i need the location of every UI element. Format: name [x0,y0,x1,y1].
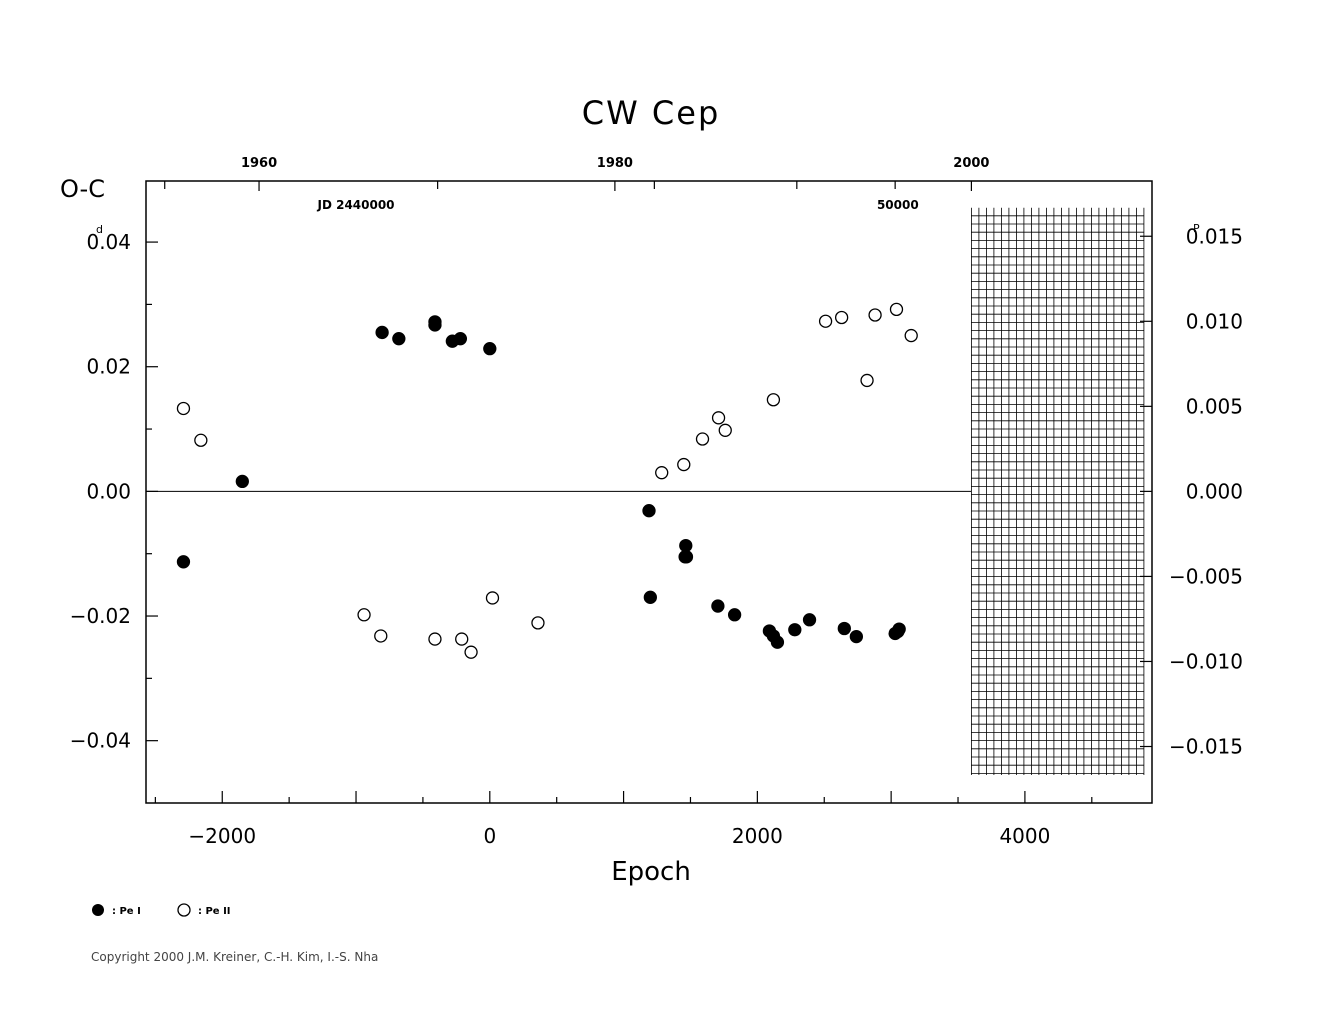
point-pe2 [464,645,478,659]
point-pe1 [788,623,802,637]
y-tick-label: 0.04 [86,230,131,254]
right-tick-label: 0.000 [1186,479,1243,503]
point-pe1 [849,629,864,644]
point-pe1 [679,538,693,553]
point-pe2 [868,308,882,322]
y-tick-label: −0.02 [70,604,131,628]
copyright-text: Copyright 2000 J.M. Kreiner, C.-H. Kim, … [91,950,378,964]
point-pe2 [711,411,726,425]
legend-marker-pe2 [177,903,191,917]
data-points [176,302,918,659]
point-pe2 [889,302,904,317]
legend-label-pe1: : Pe I [112,906,141,917]
y-tick-label: 0.00 [86,479,131,503]
point-pe1 [727,608,742,622]
legend-label-pe2: : Pe II [198,906,231,917]
x-tick-labels: −2000 0 2000 4000 [188,824,1050,848]
point-pe2 [374,629,388,643]
legend: : Pe I : Pe II [92,903,231,917]
x-tick-label: 0 [483,824,496,848]
point-pe1 [802,613,817,627]
point-pe2 [357,608,371,622]
x-tick-label: −2000 [188,824,256,848]
point-pe2 [455,632,469,646]
point-pe1 [392,332,406,346]
point-pe1 [679,550,694,564]
jd-label: JD 2440000 [316,198,394,212]
x-axis-label: Epoch [611,857,691,887]
jd50000-label: 50000 [877,198,919,212]
point-pe2 [655,466,669,480]
y-tick-label: −0.04 [70,729,131,753]
x-tick-label: 2000 [732,824,783,848]
point-pe1 [428,318,442,332]
point-pe2 [766,393,781,407]
point-pe1 [892,622,906,636]
point-pe2 [860,373,874,388]
point-pe2 [695,432,710,446]
point-pe1 [176,555,191,569]
right-tick-label: 0.015 [1186,224,1243,248]
top-year-label: 1980 [597,156,633,171]
right-tick-label: −0.015 [1169,735,1243,759]
point-pe2 [176,401,191,416]
y-axis-label: O-C [60,175,105,203]
right-tick-label: 0.010 [1186,309,1243,333]
top-axis-labels: 1960 1980 2000 JD 2440000 50000 [241,156,990,212]
right-tick-label: 0.005 [1186,394,1243,418]
point-pe2 [194,433,208,447]
legend-marker-pe1 [92,904,104,916]
point-pe1 [642,504,656,518]
point-pe2 [677,457,691,472]
point-pe1 [770,635,785,649]
point-pe2 [904,328,918,343]
x-tick-label: 4000 [999,824,1050,848]
point-pe1 [375,325,389,340]
right-tick-label: −0.010 [1169,649,1243,673]
point-pe2 [818,314,833,328]
plot-frame [145,180,1153,804]
point-pe1 [643,590,657,604]
point-pe1 [711,599,725,613]
right-tick-labels: 0.015 0.010 0.005 0.000 −0.005 −0.010 −0.015 [1169,224,1243,758]
point-pe2 [834,310,849,325]
chart-title: CW Cep [582,94,721,132]
point-pe2 [718,423,732,437]
y-axis-unit: d [96,223,103,236]
point-pe2 [531,616,545,630]
hatched-grid-region [971,207,1145,775]
point-pe1 [483,342,497,356]
y-tick-labels: 0.04 0.02 0.00 −0.02 −0.04 [70,230,131,753]
right-tick-label: −0.005 [1169,564,1243,588]
point-pe2 [485,591,500,605]
point-pe1 [453,332,468,346]
axis-ticks [146,181,1152,803]
y-tick-label: 0.02 [86,355,131,379]
point-pe2 [428,632,442,646]
point-pe1 [235,474,249,489]
top-year-label: 2000 [953,156,989,171]
right-axis-unit: P [1193,222,1200,235]
point-pe1 [837,621,851,636]
top-year-label: 1960 [241,156,277,171]
